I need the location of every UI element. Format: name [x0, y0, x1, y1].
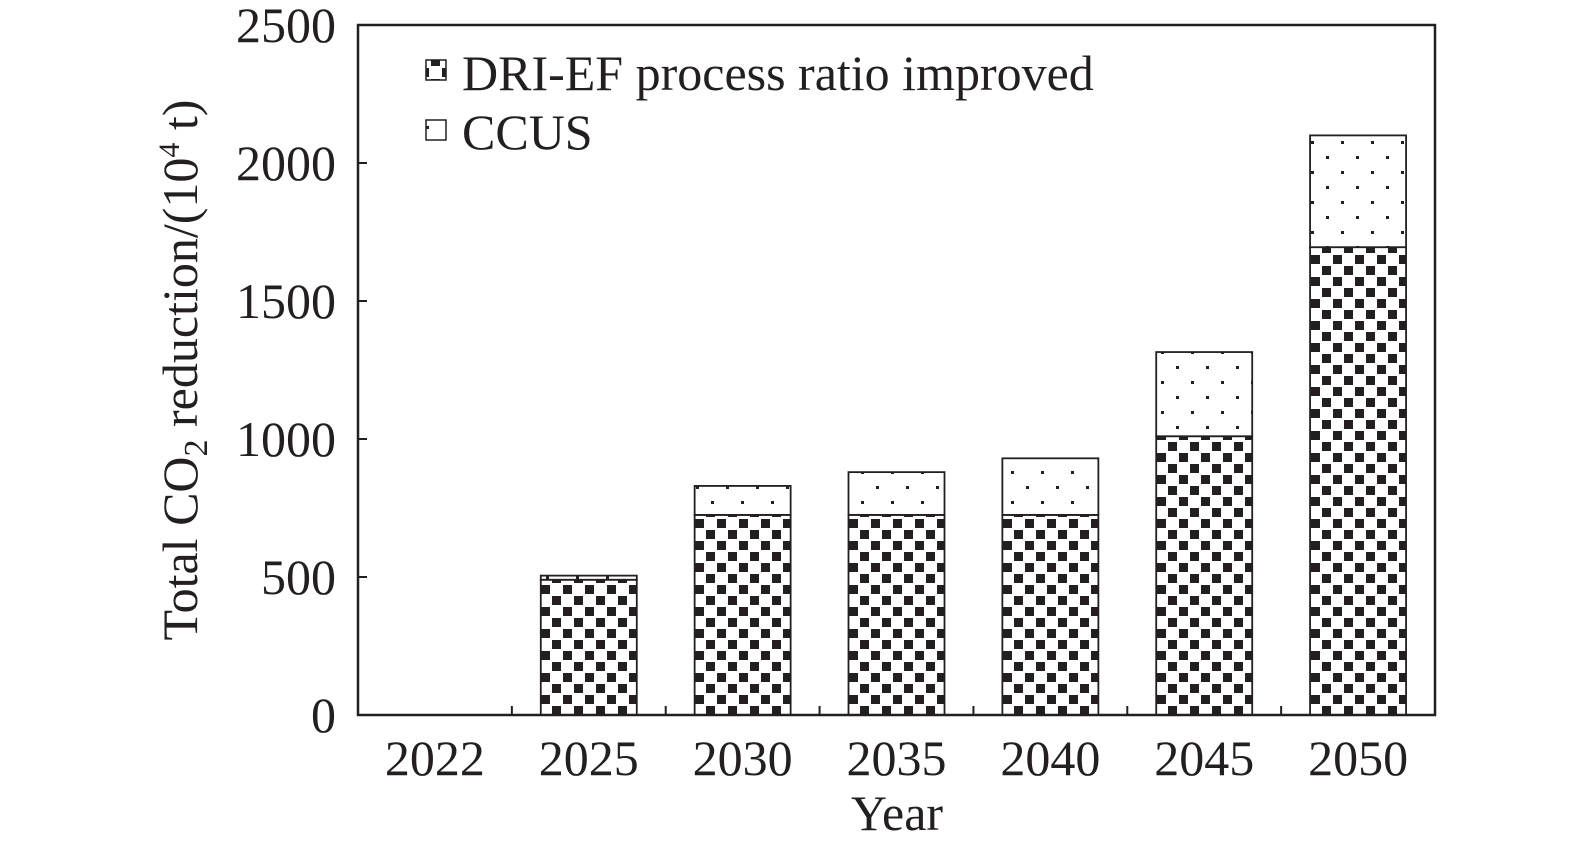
y-tick-label: 1000 — [236, 411, 336, 467]
x-axis-title: Year — [851, 785, 943, 841]
x-tick-label: 2025 — [539, 730, 639, 786]
bar-ccus-2025 — [539, 574, 638, 581]
bar-dri-ef-2045 — [1155, 435, 1254, 716]
y-axis-ticks: 0 500 1000 1500 2000 2500 — [236, 0, 367, 743]
y-axis-title: Total CO2 reduction/(104 t) — [152, 100, 215, 641]
bar-ccus-2035 — [847, 471, 946, 516]
y-tick-label: 500 — [261, 549, 336, 605]
y-axis-title-prefix: Total CO — [152, 456, 208, 640]
x-tick-label: 2050 — [1308, 730, 1408, 786]
y-tick-label: 0 — [311, 687, 336, 743]
legend-swatch-ccus — [425, 119, 447, 141]
y-axis-title-suffix: t) — [152, 100, 208, 143]
x-tick-label: 2045 — [1154, 730, 1254, 786]
bar-dri-ef-2035 — [847, 514, 946, 716]
bar-dri-ef-2030 — [693, 514, 792, 716]
bar-dri-ef-2025 — [539, 578, 638, 716]
bar-ccus-2050 — [1309, 134, 1407, 249]
bar-ccus-2030 — [693, 485, 792, 516]
x-tick-label: 2035 — [847, 730, 947, 786]
y-tick-label: 1500 — [236, 273, 336, 329]
y-axis-title-superscript: 4 — [153, 143, 186, 158]
axes — [356, 23, 1437, 717]
x-tick-label: 2040 — [1000, 730, 1100, 786]
legend-entry-dri-ef: DRI-EF process ratio improved — [425, 45, 1094, 101]
legend-entry-ccus: CCUS — [425, 104, 593, 160]
x-tick-label: 2022 — [385, 730, 485, 786]
x-axis-ticks: 2022 2025 2030 2035 2040 2045 2050 — [385, 706, 1408, 786]
y-tick-label: 2500 — [236, 0, 336, 53]
bars-layer — [539, 134, 1407, 716]
bar-dri-ef-2040 — [1001, 514, 1100, 716]
plot-frame — [356, 23, 1437, 717]
x-tick-label: 2030 — [693, 730, 793, 786]
bar-ccus-2040 — [1001, 457, 1100, 516]
y-axis-title-middle: reduction/(10 — [152, 158, 208, 440]
legend-label-dri-ef: DRI-EF process ratio improved — [462, 45, 1094, 101]
y-tick-label: 2000 — [236, 135, 336, 191]
legend: DRI-EF process ratio improved CCUS — [425, 45, 1094, 160]
legend-swatch-dri-ef — [425, 59, 447, 81]
legend-label-ccus: CCUS — [462, 104, 593, 160]
bar-ccus-2045 — [1155, 351, 1254, 438]
y-axis-title-subscript: 2 — [178, 439, 215, 456]
bar-dri-ef-2050 — [1309, 246, 1407, 716]
